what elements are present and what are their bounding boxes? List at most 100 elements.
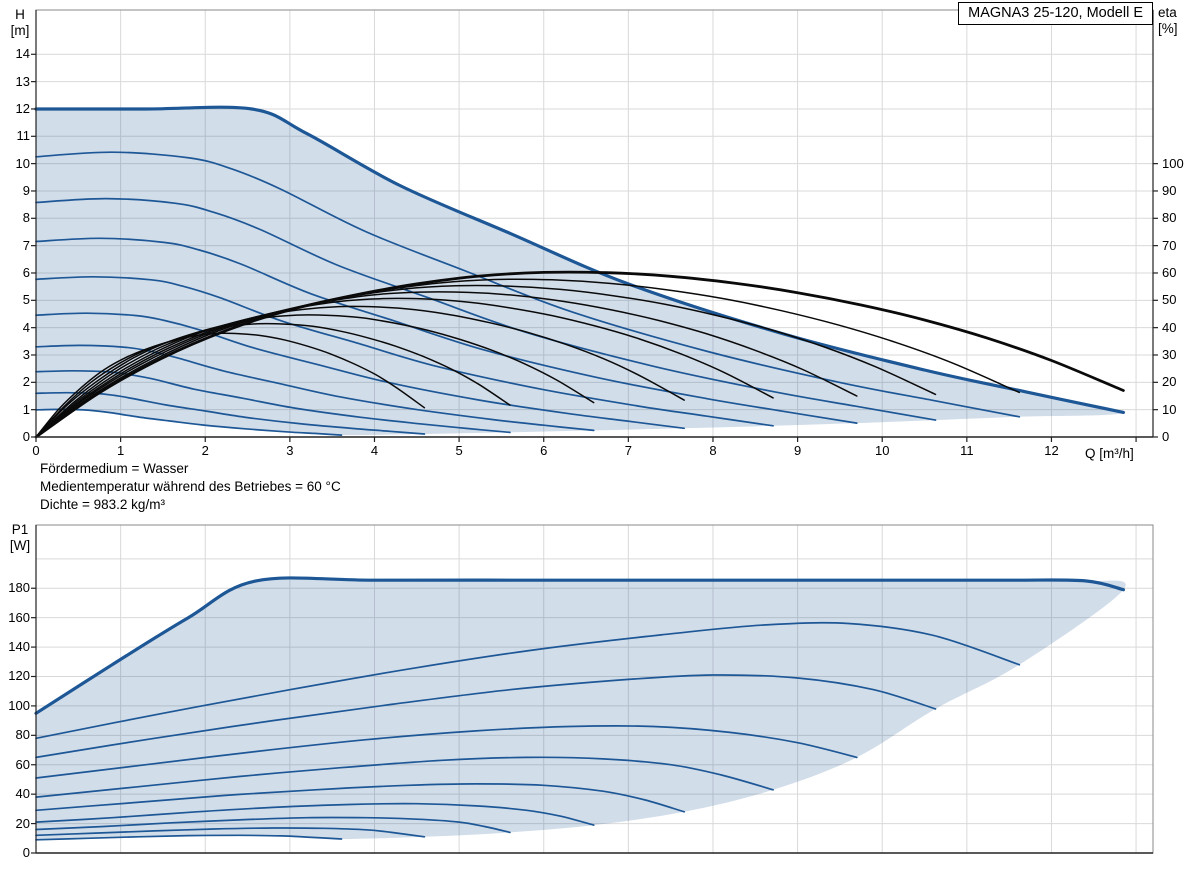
hq-y-tick-label: 13: [15, 73, 30, 89]
eta-axis-title: eta [%]: [1158, 5, 1188, 37]
eta-tick-label: 50: [1162, 292, 1177, 308]
hq-x-tick-label: 11: [960, 443, 974, 458]
hq-y-tick-label: 7: [22, 237, 30, 253]
hq-y-tick-label: 11: [16, 128, 31, 144]
power-2-curve: [35, 621, 1021, 740]
power-7-curve: [35, 802, 595, 826]
eta-4-curve: [35, 291, 858, 438]
hq-x-tick-label: 6: [540, 443, 548, 458]
hq-y-tick-label: 3: [22, 346, 30, 362]
eta-5-curve: [35, 297, 774, 438]
p1-y-tick-label: 180: [8, 580, 30, 596]
p1-y-axis-title-line2: [W]: [9, 538, 31, 553]
hq-y-tick-label: 0: [22, 429, 30, 444]
hq-x-tick-label: 5: [455, 443, 463, 458]
eta-tick-label: 80: [1162, 210, 1177, 226]
p1-y-axis-title: P1 [W]: [5, 522, 35, 554]
eta-tick-label: 100: [1162, 155, 1184, 171]
p1-y-tick-label: 60: [15, 756, 30, 772]
medium-info-line1: Fördermedium = Wasser: [40, 461, 189, 476]
p1-y-tick-label: 120: [8, 668, 30, 684]
hq-y-tick-label: 12: [15, 100, 30, 116]
p1-y-tick-label: 100: [8, 697, 30, 713]
tick-marks: [31, 587, 36, 854]
eta-tick-label: 40: [1162, 319, 1177, 335]
hq-y-axis-title: H [m]: [6, 7, 34, 39]
power-6-curve: [35, 783, 686, 813]
hq-y-tick-label: 5: [22, 292, 30, 308]
eta-tick-label: 60: [1162, 264, 1177, 280]
eta-tick-label: 90: [1162, 182, 1177, 198]
speed-6-curve: [35, 312, 686, 430]
hq-x-tick-label: 1: [116, 443, 125, 458]
p1-y-tick-label: 160: [8, 609, 30, 625]
hq-y-tick-label: 2: [22, 374, 30, 390]
gridlines: [36, 10, 1153, 437]
p1-y-tick-label: 40: [15, 786, 30, 802]
eta-tick-label: 0: [1162, 429, 1170, 444]
p1-y-tick-label: 80: [15, 727, 30, 743]
hq-y-tick-label: 10: [15, 155, 30, 171]
hq-y-axis-title-line1: H: [15, 7, 25, 22]
speed-3-curve: [35, 197, 937, 421]
speed-7-curve: [35, 344, 595, 432]
hq-x-tick-label: 3: [286, 443, 294, 458]
eta-tick-label: 10: [1162, 401, 1177, 417]
p1-y-tick-label: 0: [22, 845, 30, 860]
speed-5-curve: [35, 275, 774, 427]
power-8-curve: [35, 816, 511, 834]
hq-y-tick-label: 8: [22, 210, 30, 226]
eta-tick-label: 30: [1162, 346, 1177, 362]
hq-chart: [31, 9, 1158, 442]
eta-2-curve: [35, 278, 1021, 438]
power-3-curve: [35, 674, 937, 759]
medium-info-line2: Medientemperatur während des Betriebes =…: [40, 479, 341, 494]
hq-x-tick-label: 8: [709, 443, 717, 458]
hq-x-tick-label: 9: [793, 443, 802, 458]
eta-6-curve: [35, 305, 685, 438]
hq-y-tick-label: 6: [22, 264, 30, 280]
hq-x-tick-label: 12: [1044, 443, 1059, 458]
p1-y-tick-label: 140: [8, 639, 30, 655]
medium-info-block: Fördermedium = Wasser Medientemperatur w…: [40, 460, 341, 514]
eta-7-curve: [35, 314, 595, 438]
eta-8-curve: [35, 322, 511, 438]
eta-3-curve: [35, 284, 937, 438]
hq-x-tick-label: 2: [201, 443, 209, 458]
hq-x-tick-label: 0: [32, 443, 40, 458]
hq-x-tick-label: 4: [370, 443, 379, 458]
power-max-curve: [34, 576, 1125, 715]
speed-max-curve: [34, 105, 1125, 414]
hq-x-tick-label: 10: [874, 443, 890, 458]
hq-y-tick-label: 14: [15, 46, 30, 62]
power-5-curve: [35, 756, 774, 798]
eta-tick-label: 70: [1162, 237, 1177, 253]
p1-y-axis-title-line1: P1: [11, 522, 29, 537]
p1-y-tick-label: 20: [15, 815, 30, 831]
eta-axis-title-line2: [%]: [1158, 21, 1178, 36]
p1-chart: [31, 524, 1154, 854]
tick-marks: [31, 53, 1158, 442]
hq-y-tick-label: 9: [22, 182, 30, 198]
speed-8-curve: [35, 369, 511, 434]
speed-4-curve: [35, 237, 858, 424]
eta-tick-label: 20: [1162, 374, 1177, 390]
q-axis-title: Q [m³/h]: [1085, 446, 1134, 461]
eta-axis-title-line1: eta: [1158, 5, 1177, 20]
operating-envelope-fill: [36, 577, 1126, 840]
hq-y-tick-label: 4: [22, 319, 30, 335]
power-4-curve: [35, 725, 858, 779]
eta-9-curve: [35, 332, 426, 438]
hq-y-tick-label: 1: [22, 401, 30, 417]
medium-info-line3: Dichte = 983.2 kg/m³: [40, 497, 165, 512]
hq-y-axis-title-line2: [m]: [10, 23, 30, 38]
pump-model-title-box: MAGNA3 25-120, Modell E: [958, 2, 1153, 25]
power-min-curve: [35, 834, 343, 841]
speed-min-curve: [35, 408, 343, 436]
hq-x-tick-label: 7: [624, 443, 632, 458]
power-9-curve: [35, 827, 426, 838]
eta-max-curve: [34, 270, 1125, 439]
speed-2-curve: [35, 151, 1021, 418]
